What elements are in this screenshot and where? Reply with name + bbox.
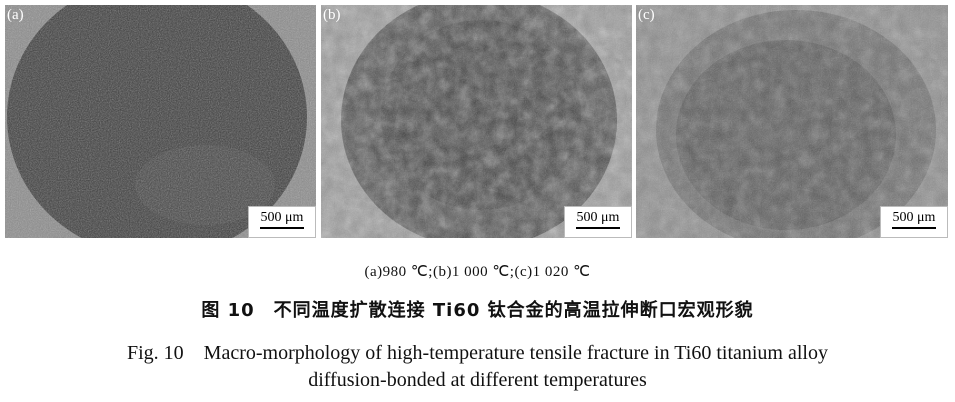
caption-english-line1: Fig. 10 Macro-morphology of high-tempera… bbox=[127, 342, 828, 364]
fracture-surface-a bbox=[5, 5, 316, 238]
sem-image-c: (c) 500 μm bbox=[636, 5, 948, 238]
subcaption: (a)980 ℃;(b)1 000 ℃;(c)1 020 ℃ bbox=[364, 264, 591, 280]
fracture-surface-b bbox=[321, 5, 632, 238]
panel-label: (c) bbox=[638, 7, 655, 23]
sem-image-a: (a) 500 μm bbox=[5, 5, 316, 238]
panel-label: (b) bbox=[323, 7, 341, 23]
scale-bar: 500 μm bbox=[248, 206, 316, 238]
scale-bar: 500 μm bbox=[564, 206, 632, 238]
caption-chinese: 图 10 不同温度扩散连接 Ti60 钛合金的高温拉伸断口宏观形貌 bbox=[201, 300, 754, 321]
fracture-surface-c bbox=[636, 5, 948, 238]
panel-label: (a) bbox=[7, 7, 24, 23]
scale-bar: 500 μm bbox=[880, 206, 948, 238]
caption-english-line2: diffusion-bonded at different temperatur… bbox=[308, 369, 647, 391]
sem-image-b: (b) 500 μm bbox=[321, 5, 632, 238]
